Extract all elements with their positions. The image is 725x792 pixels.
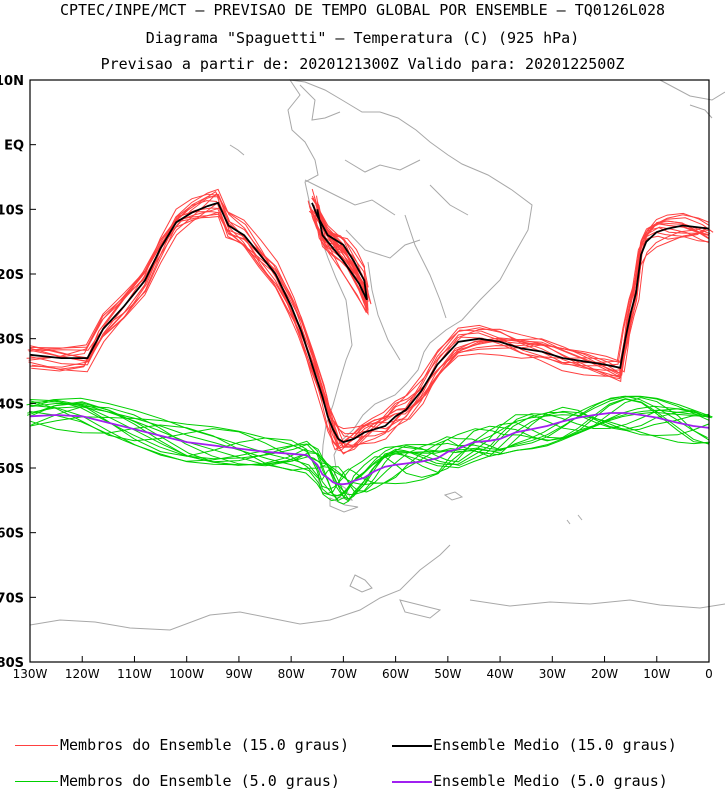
y-tick-label: 10S (0, 203, 24, 218)
y-tick-label: 80S (0, 656, 24, 671)
legend-green-swatch (15, 781, 58, 782)
axes-layer: 130W 120W 110W 100W 90W 80W 70W 60W 50W 40W 30W 20W… (0, 74, 713, 681)
ensemble-mean-line (29, 201, 710, 444)
ensemble-member-line (29, 401, 712, 493)
x-tick-label: 90W (225, 667, 252, 681)
ensemble-member-line (308, 206, 369, 288)
ensemble-member-line (29, 211, 710, 448)
chart-title-line1: CPTEC/INPE/MCT — PREVISAO DE TEMPO GLOBA… (59, 1, 666, 19)
legend-black-mean: Ensemble Medio (15.0 graus) (433, 736, 677, 754)
x-tick-label: 120W (65, 667, 100, 681)
ensemble-member-line (26, 395, 713, 490)
chart-title-line2: Diagrama "Spaguetti" — Temperatura (C) (… (145, 29, 580, 47)
y-tick-label: 30S (0, 333, 24, 348)
y-tick-label: 50S (0, 462, 24, 477)
ensemble-mean-line (311, 202, 368, 301)
plot-frame (29, 79, 710, 663)
legend-purple-swatch (392, 781, 432, 783)
x-tick-label: 130W (13, 667, 48, 681)
ensemble-members-layer (26, 188, 714, 505)
y-tick-label: 20S (0, 268, 24, 283)
legend-black-swatch (392, 745, 432, 747)
ensemble-member-line (30, 398, 709, 501)
x-tick-label: 0 (705, 667, 713, 681)
x-tick-label: 20W (591, 667, 618, 681)
ensemble-mean-line (29, 412, 710, 486)
ensemble-member-line (30, 193, 710, 439)
ensemble-member-line (31, 215, 709, 451)
y-tick-label: 10N (0, 74, 24, 89)
legend-red-members: Membros do Ensemble (15.0 graus) (60, 736, 349, 754)
legend-red-swatch (15, 745, 58, 746)
ensemble-member-line (29, 395, 708, 496)
legend-purple-mean: Ensemble Medio (5.0 graus) (433, 772, 668, 790)
x-tick-label: 10W (643, 667, 670, 681)
coastline-map (29, 79, 725, 631)
x-tick-label: 50W (434, 667, 461, 681)
ensemble-member-line (28, 193, 708, 455)
x-tick-label: 30W (539, 667, 566, 681)
ensemble-member-line (28, 200, 710, 446)
y-tick-label: 40S (0, 397, 24, 412)
ensemble-member-line (27, 208, 710, 448)
ensemble-member-line (32, 190, 711, 444)
legend-green-members: Membros do Ensemble (5.0 graus) (60, 772, 340, 790)
y-tick-label: EQ (4, 139, 24, 154)
ensemble-member-line (26, 207, 706, 435)
y-tick-label: 60S (0, 527, 24, 542)
x-tick-label: 60W (382, 667, 409, 681)
x-tick-label: 70W (330, 667, 357, 681)
ensemble-member-line (31, 405, 709, 500)
ensemble-member-line (30, 396, 709, 497)
ensemble-member-line (31, 402, 709, 497)
chart-title-line3: Previsao a partir de: 2020121300Z Valido… (100, 55, 625, 73)
x-tick-label: 40W (487, 667, 514, 681)
ensemble-member-line (29, 201, 710, 449)
y-tick-label: 70S (0, 591, 24, 606)
x-tick-label: 80W (278, 667, 305, 681)
ensemble-means-layer (29, 201, 710, 486)
x-tick-label: 110W (117, 667, 152, 681)
x-tick-label: 100W (169, 667, 204, 681)
